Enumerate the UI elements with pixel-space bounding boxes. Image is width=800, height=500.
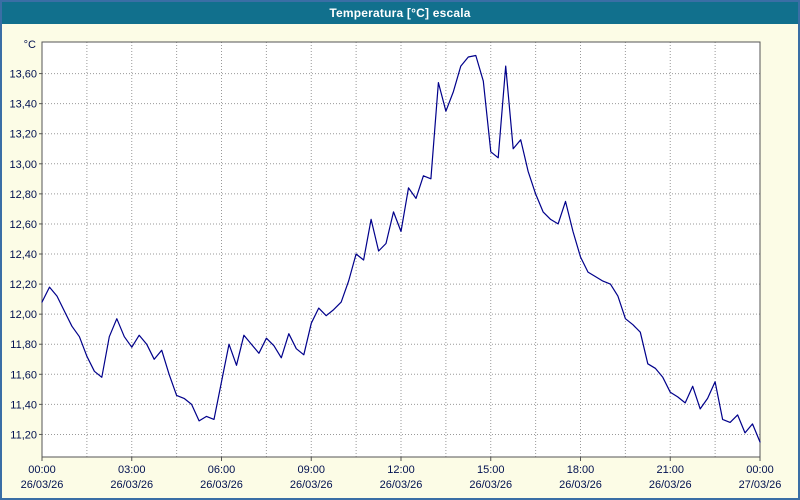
y-tick-label: 12,60	[9, 219, 37, 231]
y-tick-label: 12,00	[9, 309, 37, 321]
x-tick-time-label: 00:00	[28, 464, 56, 476]
x-tick-date-label: 26/03/26	[380, 479, 423, 491]
x-tick-time-label: 06:00	[208, 464, 236, 476]
y-axis-unit-label: °C	[24, 39, 36, 51]
x-tick-time-label: 09:00	[297, 464, 325, 476]
x-tick-time-label: 21:00	[656, 464, 684, 476]
x-tick-date-label: 26/03/26	[469, 479, 512, 491]
temperature-plot: 11,20 11,40 11,60 11,80 12,00 12,20 12,40 12,60…	[9, 39, 782, 491]
y-tick-label: 11,20	[10, 429, 37, 441]
x-tick-date-label: 26/03/26	[200, 479, 243, 491]
y-tick-label: 11,80	[10, 339, 37, 351]
y-tick-label: 13,40	[9, 99, 37, 111]
y-tick-label: 12,80	[9, 189, 37, 201]
x-tick-time-label: 15:00	[477, 464, 505, 476]
x-tick-time-label: 00:00	[746, 464, 774, 476]
y-tick-label: 11,40	[10, 399, 37, 411]
temperature-line	[41, 54, 761, 443]
x-tick-time-label: 18:00	[567, 464, 595, 476]
chart-title: Temperatura [°C] escala	[329, 6, 471, 20]
x-tick-date-label: 26/03/26	[649, 479, 692, 491]
y-tick-label: 13,60	[9, 69, 37, 81]
y-tick-label: 12,40	[9, 249, 37, 261]
x-tick-date-label: 26/03/26	[110, 479, 153, 491]
y-tick-label: 13,00	[9, 159, 37, 171]
x-tick-date-label: 26/03/26	[21, 479, 64, 491]
x-tick-date-label: 26/03/26	[290, 479, 333, 491]
y-tick-label: 11,60	[10, 369, 37, 381]
chart-region: 11,20 11,40 11,60 11,80 12,00 12,20 12,40 12,60…	[2, 24, 798, 498]
x-tick-time-label: 03:00	[118, 464, 146, 476]
chart-titlebar: Temperatura [°C] escala	[2, 2, 798, 24]
x-tick-time-label: 12:00	[387, 464, 415, 476]
x-tick-date-label: 26/03/26	[559, 479, 602, 491]
x-tick-date-label: 27/03/26	[739, 479, 782, 491]
y-tick-label: 13,20	[9, 129, 37, 141]
y-tick-label: 12,20	[9, 279, 37, 291]
